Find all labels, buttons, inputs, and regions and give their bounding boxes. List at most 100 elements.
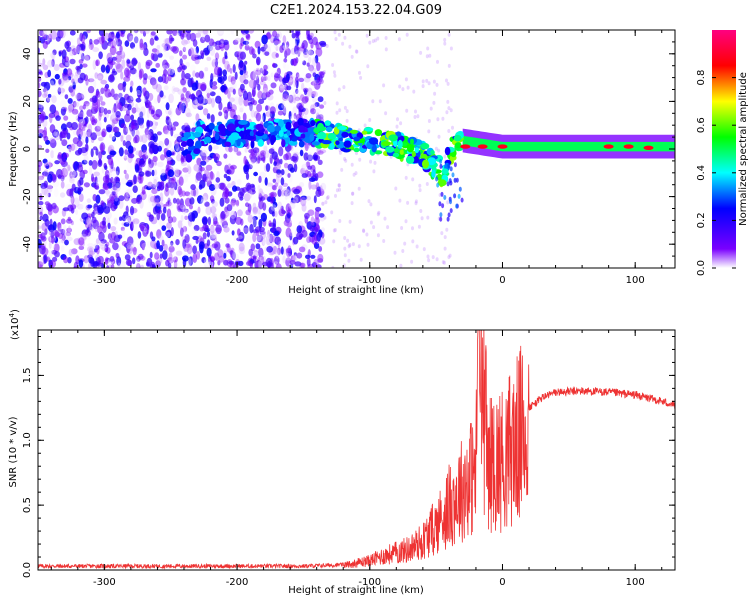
spectrogram-cell [396, 117, 399, 122]
spectrogram-cell [114, 196, 119, 202]
spectrogram-cell [243, 155, 247, 166]
spectrogram-cell [256, 149, 260, 159]
spectrogram-cell [197, 94, 204, 105]
spectrogram-cell [54, 73, 60, 80]
spectrogram-ridge-blob [249, 130, 254, 137]
spectrogram-cell [320, 42, 327, 47]
spectrogram-cell [134, 134, 140, 144]
spectrogram-cell [56, 222, 62, 229]
spectrogram-cell [67, 164, 71, 171]
spectrogram-cell [121, 59, 126, 69]
spectrogram-cell [85, 235, 91, 240]
spectrogram-cell [292, 91, 297, 99]
spectrogram-cell [310, 30, 317, 36]
spectrogram-cell [296, 93, 304, 98]
spectrogram-cell [102, 185, 110, 190]
spectrogram-cell [292, 196, 299, 204]
spectrogram-cell [446, 200, 450, 205]
spectrogram-cell [180, 155, 187, 163]
spectrogram-cell [198, 146, 204, 157]
spectrogram-cell [357, 244, 361, 249]
spectrogram-cell [48, 229, 55, 236]
spectrogram-cell [231, 181, 236, 186]
spectrogram-cell [123, 103, 130, 108]
spectrogram-cell [181, 190, 186, 197]
spectrogram-cell [393, 250, 397, 255]
spectrogram-cell [60, 167, 68, 178]
spectrogram-cell [301, 173, 308, 178]
spectrogram-cell [343, 105, 347, 110]
spectrogram-cell [217, 30, 224, 34]
spectrogram-cell [405, 108, 409, 113]
spectrogram-cell [301, 82, 305, 91]
spectrogram-cell [279, 76, 283, 86]
spectrogram-cell [447, 212, 451, 218]
spectrogram-cell [351, 191, 355, 196]
spectrogram-cell [121, 229, 126, 238]
spectrogram-cell [302, 60, 307, 66]
spectrogram-cell [148, 141, 155, 149]
spectrogram-cell [283, 153, 289, 161]
spectrogram-cell [181, 33, 188, 38]
spectrogram-cell [38, 68, 41, 76]
spectrogram-cell [238, 246, 246, 255]
spectrogram-cell [47, 93, 52, 98]
spectrogram-cell [49, 54, 53, 61]
spectrogram-cell [200, 36, 206, 44]
spectrogram-cell [115, 110, 121, 118]
spectrogram-cell [113, 217, 118, 225]
spectrogram-cell [154, 35, 158, 41]
spectrogram-cell [268, 89, 274, 95]
spectrogram-cell [294, 45, 299, 55]
spectrogram-cell [299, 182, 305, 188]
spectrogram-cell [224, 197, 230, 204]
spectrogram-cell [152, 133, 158, 143]
spectrogram-cell [447, 163, 451, 169]
spectrogram-cell [112, 117, 119, 125]
spectrogram-cell [252, 252, 259, 257]
spectrogram-cell [285, 95, 292, 101]
spectrogram-cell [155, 260, 161, 268]
spectrogram-cell [317, 96, 324, 103]
spectrogram-cell [245, 33, 251, 41]
spectrogram-cell [96, 75, 103, 80]
spectrogram-cell [337, 87, 341, 92]
spectrogram-cell [152, 81, 158, 90]
spectrogram-cell [283, 189, 290, 197]
spectrogram-cell [124, 215, 130, 224]
spectrogram-cell [108, 43, 113, 49]
spectrogram-ridge-blob [337, 126, 347, 131]
spectrogram-cell [82, 54, 90, 65]
spectrogram-cell [301, 229, 308, 238]
spectrogram-cell [314, 209, 320, 220]
colorbar: 0.00.20.40.60.8 Normalized spectral ampl… [696, 30, 749, 276]
spectrogram-cell [66, 218, 73, 224]
spectrogram-cell [162, 206, 167, 214]
spectrogram-cell [245, 209, 251, 216]
spectrogram-cell [174, 57, 181, 67]
spectrogram-cell [238, 96, 244, 106]
spectrogram-cell [306, 236, 311, 243]
spectrogram-cell [39, 71, 44, 76]
spectrogram-ridge-blob [361, 130, 368, 135]
spectrogram-cell [373, 160, 377, 165]
spectrogram-cell [252, 217, 257, 227]
spectrogram-cell [250, 158, 256, 169]
spectrogram-cell [265, 105, 270, 111]
spectrogram-cell [451, 172, 455, 178]
spectrogram-cell [160, 213, 166, 221]
spectrogram-cell [119, 216, 123, 221]
spectrogram-cell [204, 67, 209, 72]
spectrogram-cell [87, 254, 93, 259]
spectrogram-cell [215, 40, 222, 46]
spectrogram-cell [60, 218, 66, 225]
spectrogram-cell [117, 234, 123, 239]
spectrogram-cell [78, 112, 85, 118]
spectrogram-cell [288, 202, 296, 210]
spectrogram-cell [163, 69, 168, 77]
spectrogram-cell [425, 54, 429, 59]
spectrogram-cell [382, 83, 386, 88]
spectrogram-cell [158, 245, 164, 252]
spectrogram-cell [282, 62, 288, 69]
spectrogram-cell [70, 195, 75, 205]
